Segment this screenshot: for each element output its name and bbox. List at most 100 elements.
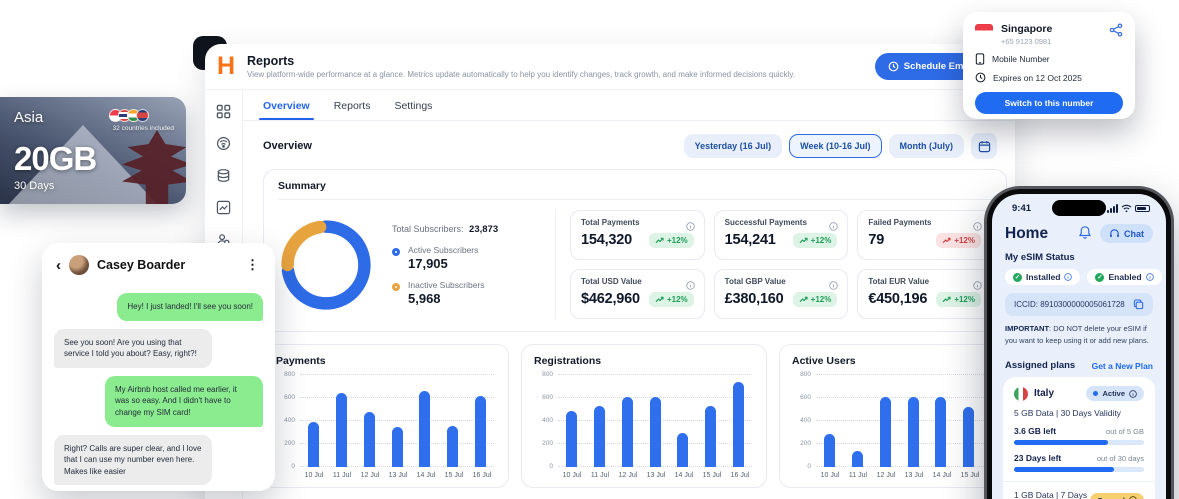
status-time: 9:41 <box>1012 203 1031 214</box>
trend-value: +12% <box>954 236 975 245</box>
kebab-menu-icon[interactable]: ⋮ <box>242 257 263 273</box>
important-note: IMPORTANT: DO NOT delete your eSIM if yo… <box>1005 323 1153 347</box>
filter-month[interactable]: Month (July) <box>889 134 965 158</box>
trend-arrow-icon <box>799 237 808 244</box>
trend-arrow-icon <box>942 237 951 244</box>
info-icon[interactable] <box>686 281 695 290</box>
bar-13-jul <box>392 427 403 467</box>
plan-region: Asia <box>14 109 43 126</box>
get-new-plan-link[interactable]: Get a New Plan <box>1092 361 1153 371</box>
iccid-bar: ICCID: 8910300000005061728 <box>1005 293 1153 316</box>
charts-row: Payments 020040060080010 Jul11 Jul12 Jul… <box>263 344 1007 488</box>
y-axis-tick: 0 <box>534 463 553 470</box>
trend-arrow-icon <box>799 296 808 303</box>
y-axis-tick: 0 <box>792 463 811 470</box>
y-axis-tick: 0 <box>276 463 295 470</box>
chat-bubble-incoming: See you soon! Are you using that service… <box>54 329 212 368</box>
x-axis-tick: 13 Jul <box>384 472 412 479</box>
share-icon[interactable] <box>1109 23 1123 37</box>
bar-11-jul <box>336 393 347 467</box>
queued-status-badge: Queued <box>1090 493 1144 499</box>
active-status-badge: Active <box>1086 386 1144 401</box>
notifications-bell-icon[interactable] <box>1078 225 1092 243</box>
data-left-label: 3.6 GB left <box>1014 426 1056 436</box>
bar-16-jul <box>475 396 486 467</box>
copy-icon[interactable] <box>1133 299 1144 310</box>
info-icon[interactable] <box>973 281 982 290</box>
info-icon[interactable] <box>1146 273 1154 281</box>
info-icon[interactable] <box>686 222 695 231</box>
active-subscribers-label: Active Subscribers <box>408 245 478 255</box>
bar-14-jul <box>677 433 688 468</box>
check-icon: ✓ <box>1013 273 1022 282</box>
bar-12-jul <box>880 397 891 467</box>
mobile-phone-icon <box>975 53 985 65</box>
filter-week[interactable]: Week (10-16 Jul) <box>789 134 881 158</box>
bar-10-jul <box>824 434 835 467</box>
chat-button[interactable]: Chat <box>1100 224 1153 243</box>
data-total-label: out of 5 GB <box>1106 427 1144 436</box>
contact-name: Casey Boarder <box>97 258 234 272</box>
tab-overview[interactable]: Overview <box>263 100 310 120</box>
asia-plan-card[interactable]: Asia 32 countries included 20GB 30 Days <box>0 97 186 204</box>
plans-stack-icon[interactable] <box>216 168 231 183</box>
singapore-flag-icon <box>975 24 993 37</box>
expiry-label: Expires on 12 Oct 2025 <box>993 73 1082 83</box>
y-axis-tick: 400 <box>792 417 811 424</box>
x-axis-tick: 15 Jul <box>698 472 726 479</box>
days-left-label: 23 Days left <box>1014 453 1061 463</box>
info-icon[interactable] <box>1129 390 1137 398</box>
summary-title: Summary <box>278 180 992 200</box>
reports-dashboard-window: H Reports View platform-wide performance… <box>205 44 1015 499</box>
metric-label: Total Payments <box>581 218 694 227</box>
phone-number: +65 9123 0981 <box>1001 37 1052 46</box>
dashboard-grid-icon[interactable] <box>216 104 231 119</box>
active-legend-marker <box>392 248 400 256</box>
plan-duration: 30 Days <box>14 180 174 192</box>
tab-reports[interactable]: Reports <box>334 100 371 120</box>
x-axis-tick: 10 Jul <box>300 472 328 479</box>
x-axis-tick: 16 Jul <box>726 472 754 479</box>
bars-group <box>816 375 1010 467</box>
info-icon[interactable] <box>829 281 838 290</box>
switch-number-button[interactable]: Switch to this number <box>975 92 1123 114</box>
info-icon[interactable] <box>1064 273 1072 281</box>
signal-icon <box>1107 204 1118 213</box>
chat-header: ‹ Casey Boarder ⋮ <box>42 243 275 285</box>
dynamic-island <box>1052 200 1106 216</box>
number-type-label: Mobile Number <box>992 54 1050 64</box>
network-icon[interactable] <box>216 136 231 151</box>
subscribers-donut-chart <box>278 217 374 313</box>
inactive-subscribers-value: 5,968 <box>408 291 485 306</box>
inactive-legend-marker <box>392 283 400 291</box>
analytics-line-icon[interactable] <box>216 200 231 215</box>
y-axis-tick: 600 <box>792 394 811 401</box>
plan-card-italy: Italy Active 5 GB Data | 30 Days Validit… <box>1003 377 1155 499</box>
metric-card-failed-payments: Failed Payments79+12% <box>857 210 992 260</box>
x-axis-tick: 11 Jul <box>844 472 872 479</box>
tab-settings[interactable]: Settings <box>394 100 432 120</box>
bar-14-jul <box>419 391 430 467</box>
phone-screen: 9:41 Home Chat <box>992 194 1166 499</box>
info-icon[interactable] <box>973 222 982 231</box>
back-chevron-icon[interactable]: ‹ <box>56 258 61 273</box>
check-icon: ✓ <box>1095 273 1104 282</box>
bar-12-jul <box>622 397 633 467</box>
status-bar: 9:41 <box>992 194 1166 218</box>
active-users-chart-card: Active Users 020040060080010 Jul11 Jul12… <box>779 344 1015 488</box>
x-axis-tick: 13 Jul <box>642 472 670 479</box>
y-axis-tick: 200 <box>534 440 553 447</box>
cambodia-flag-icon <box>136 109 149 122</box>
filter-yesterday[interactable]: Yesterday (16 Jul) <box>684 134 783 158</box>
chat-bubble-incoming: Right? Calls are super clear, and I love… <box>54 435 212 486</box>
trend-arrow-icon <box>655 237 664 244</box>
hero-composite: H Reports View platform-wide performance… <box>0 0 1179 499</box>
bar-14-jul <box>935 397 946 467</box>
calendar-button[interactable] <box>971 133 997 159</box>
page-title: Reports <box>247 54 795 68</box>
info-icon[interactable] <box>829 222 838 231</box>
trend-arrow-icon <box>655 296 664 303</box>
registrations-chart-card: Registrations 020040060080010 Jul11 Jul1… <box>521 344 767 488</box>
donut-legend: Total Subscribers: 23,873 Active Subscri… <box>392 224 498 306</box>
metric-card-total-eur-value: Total EUR Value€450,196+12% <box>857 269 992 319</box>
